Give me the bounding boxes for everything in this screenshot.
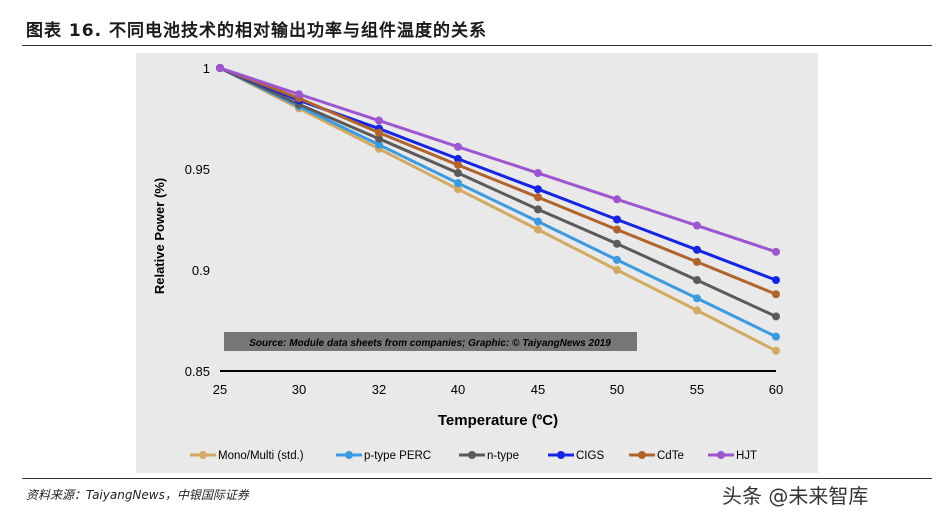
series-line [219,66,777,296]
legend-marker [557,451,565,459]
legend-label: n-type [487,450,519,462]
series-p-type-perc [216,64,780,341]
line-chart: 0.85 0.9 0.95 1 25 30 32 40 45 50 55 60 Temperatur… [136,53,818,473]
x-tick-label: 60 [769,382,783,397]
source-annotation-text: Source: Module data sheets from companie… [249,338,611,349]
data-point [772,247,780,256]
data-point [693,294,701,303]
data-point [772,276,780,285]
x-axis-label: Temperature (ºC) [438,412,558,429]
x-tick-label: 30 [292,382,306,397]
data-point [375,116,383,125]
x-tick-label: 32 [372,382,386,397]
data-point [693,306,701,315]
data-point [534,169,542,178]
legend-item: HJT [708,450,757,462]
series-line [219,66,777,339]
watermark: 头条 @未来智库 [722,484,869,508]
figure-title: 图表 16. 不同电池技术的相对输出功率与组件温度的关系 [26,21,487,41]
data-point [772,290,780,299]
x-tick-label: 40 [451,382,465,397]
data-point [375,128,383,137]
data-point [772,312,780,321]
source-annotation: Source: Module data sheets from companie… [224,332,637,351]
data-point [613,225,621,234]
y-tick-label: 1 [203,61,210,76]
data-point [454,160,462,169]
data-point [454,185,462,194]
data-point [772,346,780,355]
chart-panel: 0.85 0.9 0.95 1 25 30 32 40 45 50 55 60 Temperatur… [136,53,818,473]
data-point [613,215,621,224]
x-tick-label: 45 [531,382,545,397]
data-point [375,140,383,149]
data-point [375,134,383,143]
legend-item: p-type PERC [336,450,431,462]
data-point [613,239,621,248]
legend-item: n-type [459,450,519,462]
source-note: 资料来源：TaiyangNews，中银国际证券 [26,488,249,502]
data-point [613,195,621,204]
data-point [693,221,701,230]
data-point [534,205,542,214]
bottom-rule [22,478,932,479]
legend-item: CIGS [548,450,604,462]
data-point [772,332,780,341]
data-point [693,257,701,266]
data-point [216,64,224,72]
y-tick-label: 0.9 [192,263,210,278]
y-tick-label: 0.85 [185,364,210,379]
legend-marker [345,451,353,459]
data-point [295,90,303,99]
data-point [693,245,701,254]
data-point [454,179,462,188]
legend-marker [199,451,207,459]
series-line [219,66,777,318]
legend-item: CdTe [629,450,684,462]
data-point [534,185,542,194]
legend-marker [468,451,476,459]
series-hjt [216,64,780,256]
data-point [454,142,462,151]
legend-label: Mono/Multi (std.) [218,450,304,462]
data-point [693,276,701,285]
source-annotation-box [224,332,637,351]
series-line [219,66,777,254]
legend-label: CIGS [576,450,604,462]
chart-background [136,53,818,473]
data-point [534,217,542,226]
top-rule [22,45,932,46]
y-axis-label: Relative Power (%) [152,178,167,294]
legend-marker [717,451,725,459]
legend-label: CdTe [657,450,684,462]
x-tick-label: 25 [213,382,227,397]
data-point [613,255,621,264]
data-point [534,193,542,202]
series-line [219,66,777,353]
x-tick-label: 50 [610,382,624,397]
data-point [613,266,621,274]
data-point [454,154,462,163]
legend-label: p-type PERC [364,450,431,462]
x-tick-label: 55 [690,382,704,397]
legend-marker [638,451,646,459]
legend-label: HJT [736,450,757,462]
data-point [454,169,462,178]
y-tick-label: 0.95 [185,162,210,177]
data-point [534,225,542,234]
legend-item: Mono/Multi (std.) [190,450,304,462]
legend: Mono/Multi (std.) p-type PERC n-type CIGS Cd… [190,450,757,462]
